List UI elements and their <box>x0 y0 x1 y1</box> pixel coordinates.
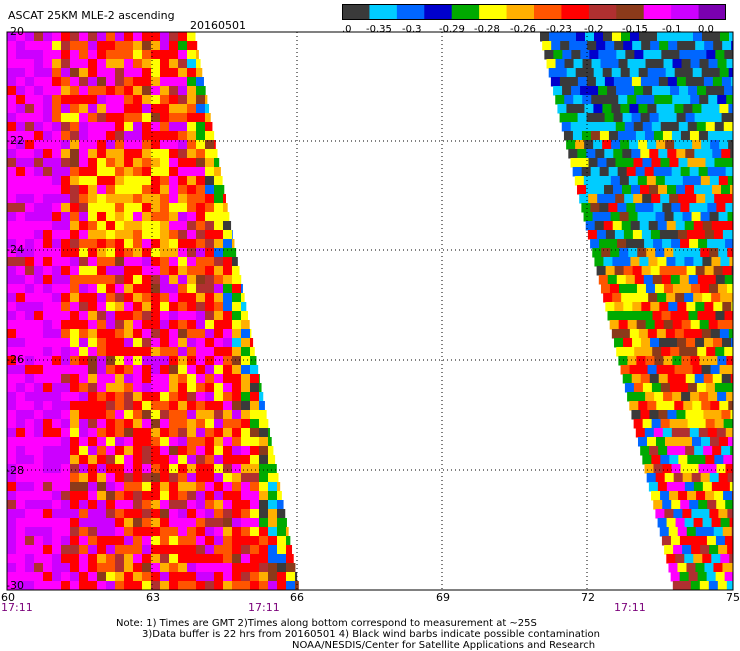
chart-date: 20160501 <box>190 19 246 32</box>
note-line-2: 3)Data buffer is 22 hrs from 20160501 4)… <box>142 629 600 640</box>
colorbar-label: -0.23 <box>546 24 572 34</box>
swath-left <box>7 32 299 591</box>
colorbar-swatch <box>561 4 590 20</box>
y-tick-label: -22 <box>6 134 24 147</box>
colorbar-label: 0.0 <box>698 24 714 34</box>
colorbar-label: -0.15 <box>622 24 648 34</box>
colorbar-label: -0.2 <box>584 24 604 34</box>
x-tick-label: 63 <box>146 591 160 604</box>
colorbar-label: -0.35 <box>366 24 392 34</box>
colorbar-label: -0.29 <box>439 24 465 34</box>
colorbar-swatches <box>342 4 726 20</box>
time-label: 17:11 <box>614 601 646 614</box>
y-tick-label: -20 <box>6 25 24 38</box>
colorbar-swatch <box>643 4 672 20</box>
y-tick-label: -28 <box>6 464 24 477</box>
x-tick-label: 72 <box>581 591 595 604</box>
colorbar-swatch <box>506 4 535 20</box>
colorbar-swatch <box>698 4 726 20</box>
x-tick-label: 75 <box>726 591 740 604</box>
colorbar-label: -0.28 <box>474 24 500 34</box>
colorbar-label: -0.1 <box>662 24 682 34</box>
colorbar-label: -0.3 <box>402 24 422 34</box>
x-tick-label: 69 <box>436 591 450 604</box>
colorbar-swatch <box>671 4 700 20</box>
x-tick-label: 60 <box>1 591 15 604</box>
colorbar-swatch <box>424 4 453 20</box>
colorbar-labels: -1.0 -0.35 -0.3 -0.29 -0.28 -0.26 -0.23 -0.2 -0.… <box>342 24 714 34</box>
colorbar-swatch <box>588 4 617 20</box>
y-tick-label: -24 <box>6 243 24 256</box>
note-line-1: Note: 1) Times are GMT 2)Times along bot… <box>116 618 537 629</box>
colorbar-swatch <box>451 4 480 20</box>
colorbar-swatch <box>616 4 645 20</box>
note-line-3: NOAA/NESDIS/Center for Satellite Applica… <box>292 640 596 651</box>
y-tick-label: -26 <box>6 353 24 366</box>
colorbar-swatch <box>369 4 398 20</box>
colorbar-swatch <box>534 4 562 20</box>
colorbar-label: -0.26 <box>510 24 536 34</box>
plot-frame <box>6 31 734 591</box>
colorbar-swatch <box>342 4 370 20</box>
colorbar-label: -1.0 <box>342 24 352 34</box>
chart-title: ASCAT 25KM MLE-2 ascending <box>8 9 175 22</box>
x-tick-label: 66 <box>290 591 304 604</box>
colorbar-swatch <box>479 4 508 20</box>
time-label: 17:11 <box>1 601 33 614</box>
swath-right <box>540 32 734 591</box>
colorbar-swatch <box>396 4 425 20</box>
colorbar: -1.0 -0.35 -0.3 -0.29 -0.28 -0.26 -0.23 -0.2 -0.… <box>342 4 726 34</box>
time-label: 17:11 <box>248 601 280 614</box>
y-tick-label: -30 <box>6 579 24 592</box>
